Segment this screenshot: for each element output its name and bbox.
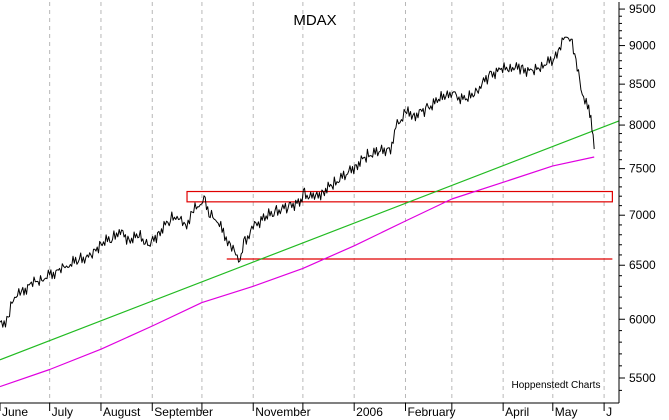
y-tick-label: 7000 [629, 208, 656, 222]
x-tick-label: September [154, 405, 213, 419]
x-tick-label: J [606, 405, 612, 419]
x-tick-label: November [255, 405, 310, 419]
y-tick-label: 8000 [629, 118, 656, 132]
y-tick-label: 8500 [629, 77, 656, 91]
index-price-line [0, 36, 595, 328]
resistance-support-annotations [186, 190, 613, 260]
month-gridlines [49, 2, 605, 403]
x-tick-label: July [52, 405, 73, 419]
x-tick-label: April [505, 405, 529, 419]
chart-title: MDAX [293, 12, 336, 29]
y-tick-label: 9500 [629, 2, 656, 16]
x-tick-label: August [103, 405, 141, 419]
y-tick-label: 7500 [629, 162, 656, 176]
x-tick-label: February [407, 405, 455, 419]
y-tick-label: 6500 [629, 258, 656, 272]
x-tick-label: June [2, 405, 28, 419]
y-tick-label: 5500 [629, 371, 656, 385]
trend-line [0, 120, 620, 361]
x-tick-label: 2006 [356, 405, 383, 419]
x-axis-ticks: June July August September November 2006 Febru… [0, 403, 612, 419]
y-tick-label: 6000 [629, 312, 656, 326]
x-tick-label: May [555, 405, 578, 419]
moving-average-line [0, 156, 595, 388]
chart-axes [0, 2, 620, 404]
chart-credit: Hoppenstedt Charts [512, 380, 601, 391]
y-axis-ticks: 5500 6000 6500 7000 7500 8000 8500 9000 9500 [619, 2, 656, 391]
series-lines [0, 36, 620, 388]
resistance-box [186, 190, 613, 203]
y-tick-label: 9000 [629, 39, 656, 53]
